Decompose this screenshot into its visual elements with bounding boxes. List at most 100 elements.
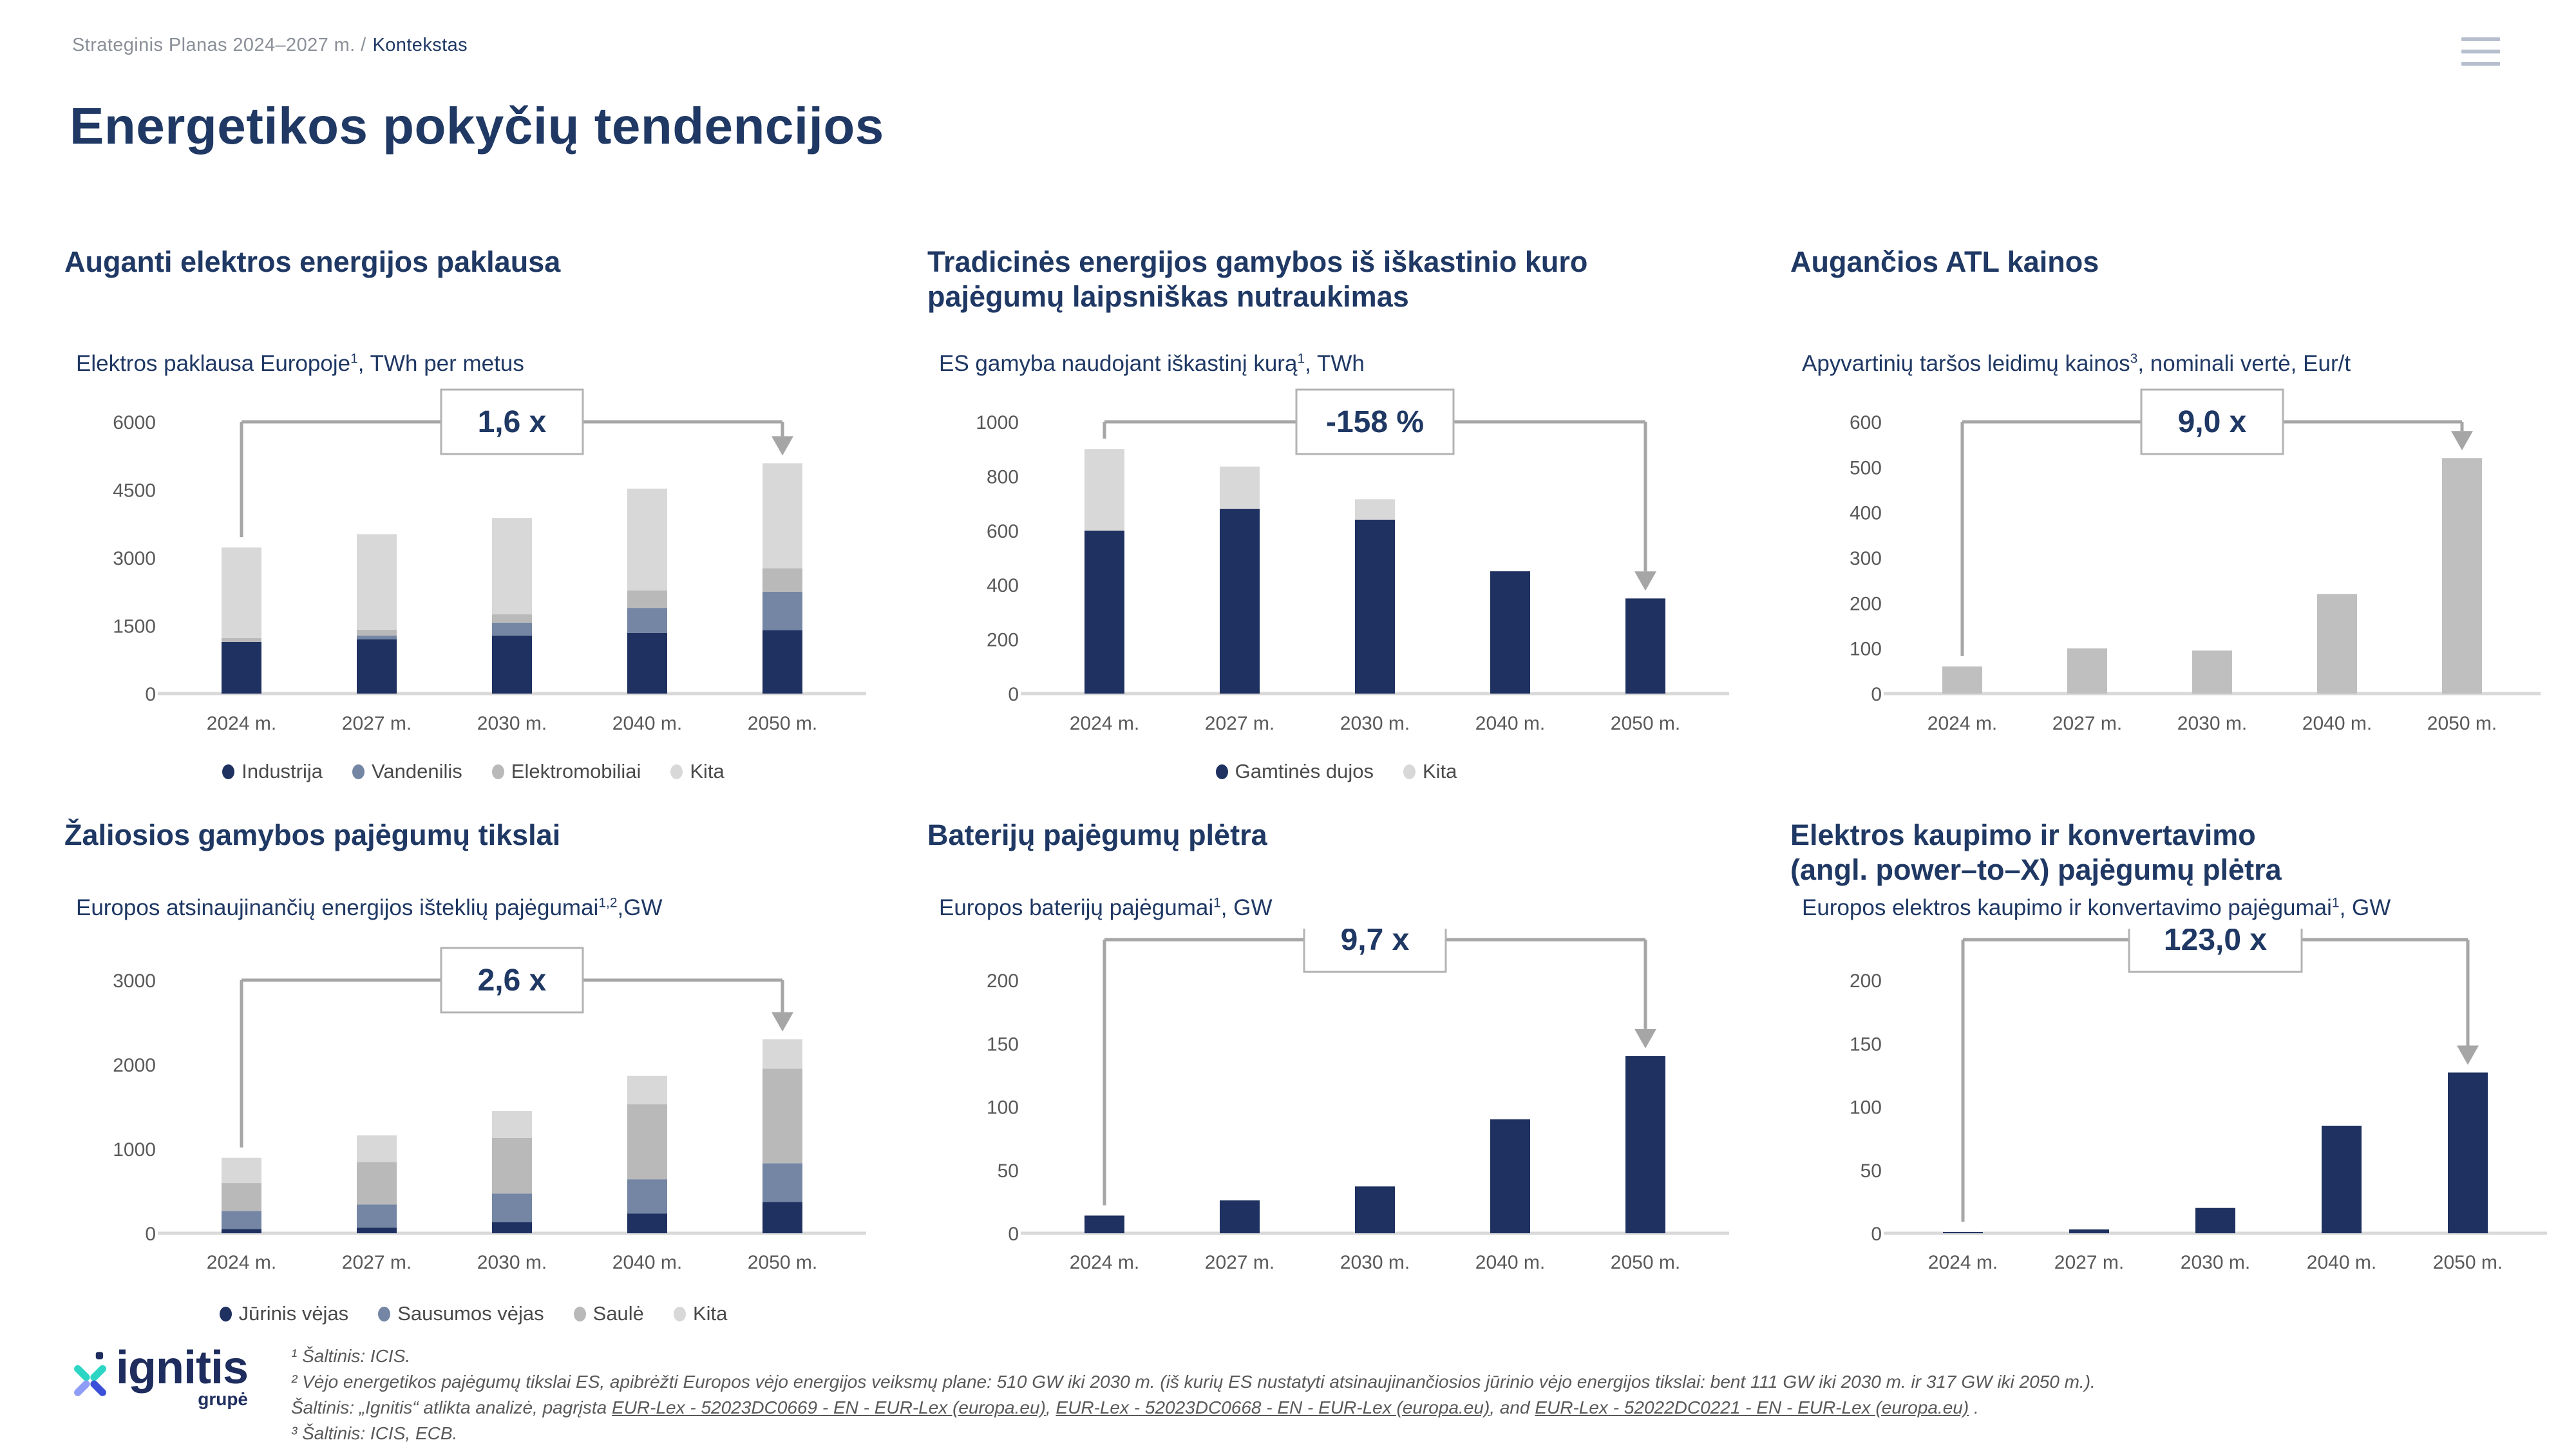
bar-segment bbox=[627, 590, 667, 609]
y-tick-label: 150 bbox=[987, 1034, 1019, 1055]
chart-subtitle: Elektros paklausa Europoje1, TWh per met… bbox=[76, 351, 524, 376]
bar-segment bbox=[492, 1137, 532, 1194]
chart-card-green: Žaliosios gamybos pajėgumų tikslai Europo… bbox=[64, 818, 882, 1325]
bar-segment bbox=[357, 635, 397, 639]
legend-item: Sausumos vėjas bbox=[378, 1302, 544, 1325]
chart-title: Elektros kaupimo ir konvertavimo (angl. … bbox=[1790, 819, 2282, 886]
bar-segment bbox=[627, 608, 667, 633]
x-tick-label: 2027 m. bbox=[1205, 713, 1274, 734]
bar-segment bbox=[1490, 571, 1530, 694]
growth-bracket bbox=[1103, 938, 1656, 1206]
bar-segment bbox=[222, 641, 261, 694]
annotation-box: 2,6 x bbox=[440, 947, 584, 1014]
legend-dot-icon bbox=[670, 764, 683, 779]
y-tick-label: 800 bbox=[987, 466, 1019, 488]
legend-label: Industrija bbox=[242, 760, 323, 782]
x-tick-label: 2030 m. bbox=[2181, 1252, 2250, 1273]
logo-dot bbox=[95, 1352, 104, 1359]
legend-item: Jūrinis vėjas bbox=[219, 1302, 348, 1325]
bar-segment bbox=[492, 1111, 532, 1138]
legend-dot-icon bbox=[573, 1306, 586, 1321]
ignitis-x-icon bbox=[74, 1352, 106, 1396]
bar-segment bbox=[627, 1075, 667, 1104]
bar-segment bbox=[1355, 1186, 1395, 1233]
legend-dot-icon bbox=[1403, 764, 1416, 779]
bar-segment bbox=[762, 463, 802, 569]
x-tick-label: 2024 m. bbox=[1070, 713, 1139, 734]
arrow-down-icon bbox=[772, 1012, 793, 1032]
x-tick-label: 2050 m. bbox=[2433, 1252, 2503, 1273]
legend-item: Industrija bbox=[222, 760, 323, 783]
company-logo: ignitis grupė bbox=[72, 1342, 249, 1410]
bar-segment bbox=[2442, 458, 2482, 694]
x-tick-label: 2024 m. bbox=[207, 1252, 276, 1273]
bar-segment bbox=[357, 1162, 397, 1205]
bar-segment bbox=[627, 488, 667, 591]
x-tick-label: 2024 m. bbox=[1928, 1252, 1998, 1273]
x-tick-label: 2040 m. bbox=[1475, 1252, 1545, 1273]
footnotes: ¹ Šaltinis: ICIS. ² Vėjo energetikos paj… bbox=[291, 1343, 2096, 1446]
footnote-text: Šaltinis: „Ignitis“ atlikta analizė, pag… bbox=[291, 1397, 612, 1418]
y-tick-label: 50 bbox=[998, 1160, 1019, 1182]
arrow-down-icon bbox=[2457, 1045, 2479, 1065]
x-tick-label: 2050 m. bbox=[748, 1252, 817, 1273]
x-tick-label: 2027 m. bbox=[342, 713, 412, 734]
bar-segment bbox=[627, 1179, 667, 1214]
x-tick-label: 2050 m. bbox=[2427, 713, 2497, 734]
breadcrumb: Strateginis Planas 2024–2027 m. / Konteks… bbox=[72, 35, 468, 56]
source-link[interactable]: EUR-Lex - 52023DC0668 - EN - EUR-Lex (eu… bbox=[1056, 1397, 1490, 1418]
footnote-line1: ¹ Šaltinis: ICIS. bbox=[291, 1346, 411, 1366]
bar-segment bbox=[492, 1193, 532, 1222]
chart-legend: Jūrinis vėjas Sausumos vėjas Saulė Kita bbox=[64, 1302, 882, 1325]
bar-segment bbox=[357, 629, 397, 636]
bar-segment bbox=[357, 1135, 397, 1162]
legend-item: Gamtinės dujos bbox=[1215, 760, 1374, 783]
bar-segment bbox=[762, 1039, 802, 1069]
source-link[interactable]: EUR-Lex - 52022DC0221 - EN - EUR-Lex (eu… bbox=[1535, 1397, 1969, 1418]
y-tick-label: 3000 bbox=[113, 548, 156, 569]
legend-item: Saulė bbox=[573, 1302, 644, 1325]
x-tick-label: 2024 m. bbox=[1927, 713, 1997, 734]
annotation-box: 123,0 x bbox=[2128, 929, 2303, 973]
footnote-line2: ² Vėjo energetikos pajėgumų tikslai ES, … bbox=[291, 1372, 2096, 1392]
y-tick-label: 100 bbox=[1850, 639, 1882, 660]
bar-segment bbox=[762, 1068, 802, 1164]
x-tick-label: 2027 m. bbox=[2052, 713, 2122, 734]
x-tick-label: 2030 m. bbox=[477, 1252, 547, 1273]
bar-segment bbox=[762, 591, 802, 630]
y-tick-label: 500 bbox=[1850, 457, 1882, 478]
chart-card-ptx: Elektros kaupimo ir konvertavimo (angl. … bbox=[1790, 818, 2563, 1273]
source-link[interactable]: EUR-Lex - 52023DC0669 - EN - EUR-Lex (eu… bbox=[612, 1397, 1046, 1418]
chart-card-battery: Baterijų pajėgumų plėtra Europos baterijų… bbox=[927, 818, 1745, 1273]
y-tick-label: 50 bbox=[1861, 1160, 1882, 1182]
chart-card-atl: Augančios ATL kainos Apyvartinių taršos l… bbox=[1790, 245, 2557, 734]
y-tick-label: 0 bbox=[145, 1224, 156, 1245]
footnote-text: , bbox=[1045, 1397, 1056, 1418]
breadcrumb-current: Kontekstas bbox=[372, 35, 468, 55]
hamburger-line bbox=[2461, 37, 2500, 41]
bar-segment bbox=[1355, 519, 1395, 694]
chart-canvas: 0 50 100 150 200 123,0 x 2024 m. 2027 m. 2030 m.… bbox=[1850, 929, 2547, 1273]
legend-label: Gamtinės dujos bbox=[1235, 760, 1374, 782]
x-tick-label: 2050 m. bbox=[748, 713, 817, 734]
chart-title: Žaliosios gamybos pajėgumų tikslai bbox=[64, 819, 561, 851]
y-tick-label: 1000 bbox=[976, 412, 1019, 433]
legend-item: Kita bbox=[670, 760, 724, 783]
arrow-down-icon bbox=[1634, 1028, 1656, 1048]
chart-canvas: 0 1500 3000 4500 6000 1,6 x 2024 m. 2027 m. 2030… bbox=[113, 388, 866, 734]
bar-segment bbox=[222, 547, 261, 638]
x-tick-label: 2040 m. bbox=[2307, 1252, 2376, 1273]
logo-brand: ignitis bbox=[116, 1342, 249, 1394]
hamburger-icon[interactable] bbox=[2461, 37, 2500, 74]
bar-segment bbox=[492, 622, 532, 636]
y-tick-label: 400 bbox=[987, 575, 1019, 596]
bar-segment bbox=[222, 1211, 261, 1229]
legend-label: Kita bbox=[692, 1302, 728, 1325]
chart-title: Tradicinės energijos gamybos iš iškastin… bbox=[927, 245, 1588, 313]
legend-dot-icon bbox=[378, 1306, 391, 1321]
x-tick-label: 2024 m. bbox=[207, 713, 276, 734]
x-tick-label: 2030 m. bbox=[2177, 713, 2247, 734]
bar-segment bbox=[2195, 1208, 2235, 1233]
legend-label: Saulė bbox=[592, 1302, 644, 1325]
